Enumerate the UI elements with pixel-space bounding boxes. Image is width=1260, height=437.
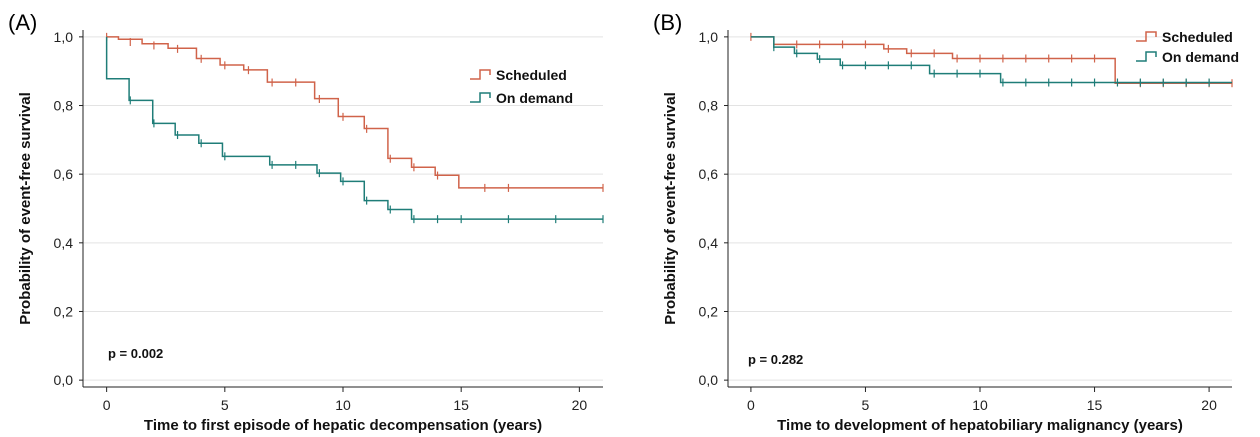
x-axis-title: Time to first episode of hepatic decompe… [144,417,542,434]
series-line-scheduled [750,36,1232,84]
legend-label-on-demand: On demand [1162,49,1239,65]
x-tick-label: 15 [453,397,469,413]
x-axis-title: Time to development of hepatobiliary mal… [777,417,1183,434]
y-tick-label: 1,0 [699,29,719,45]
y-tick-label: 0,0 [699,372,719,388]
series-line-scheduled [106,36,603,189]
y-tick-label: 0,0 [54,372,74,388]
x-tick-label: 20 [1201,397,1217,413]
x-tick-label: 5 [221,397,229,413]
series-line-on-demand [105,36,603,220]
x-tick-label: 10 [335,397,351,413]
y-tick-label: 0,4 [54,235,74,251]
y-tick-label: 0,2 [54,303,74,319]
legend-swatch-on-demand [1136,51,1157,62]
y-tick-label: 0,6 [699,166,719,182]
legend-label-scheduled: Scheduled [1162,29,1233,45]
x-tick-label: 20 [572,397,588,413]
legend-label-scheduled: Scheduled [496,67,567,83]
y-tick-label: 1,0 [54,29,74,45]
panel-label: (A) [8,10,37,35]
p-value-annotation: p = 0.282 [748,352,803,367]
legend-swatch-scheduled [470,69,491,80]
panel-label: (B) [653,10,682,35]
y-tick-label: 0,6 [54,166,74,182]
y-tick-label: 0,2 [699,303,719,319]
series-line-on-demand [750,36,1232,84]
legend-swatch-on-demand [470,92,491,103]
y-tick-label: 0,8 [699,98,719,114]
y-axis-title: Probability of event-free survival [17,92,34,325]
x-tick-label: 0 [747,397,755,413]
y-axis-title: Probability of event-free survival [662,92,679,325]
legend-swatch-scheduled [1136,31,1157,42]
x-tick-label: 10 [972,397,988,413]
legend-label-on-demand: On demand [496,90,573,106]
x-tick-label: 5 [862,397,870,413]
x-tick-label: 0 [103,397,111,413]
y-tick-label: 0,8 [54,98,74,114]
y-tick-label: 0,4 [699,235,719,251]
p-value-annotation: p = 0.002 [108,346,163,361]
x-tick-label: 15 [1087,397,1103,413]
chart-panel-a: (A) 0,0 0,2 0,4 0,6 0,8 1,0 0 5 10 15 20 Time to fir… [8,10,604,434]
chart-panel-b: (B) 0,0 0,2 0,4 0,6 0,8 1,0 0 5 10 15 20 Time to dev… [653,10,1239,434]
